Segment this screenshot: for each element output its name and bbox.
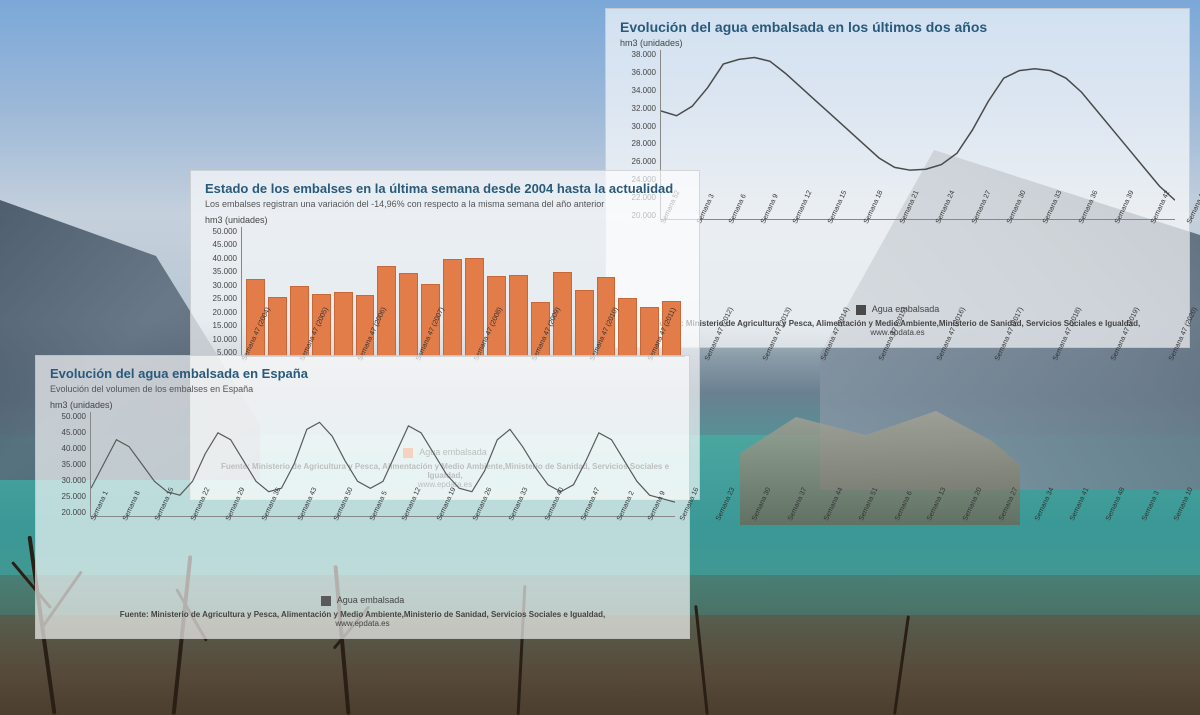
y-tick: 32.000: [632, 104, 656, 113]
y-tick: 36.000: [632, 68, 656, 77]
y-axis-ticks: 50.000 45.000 40.000 35.000 30.000 25.000 20.0…: [50, 412, 90, 517]
chart-subtitle: Evolución del volumen de los embalses en…: [50, 384, 675, 394]
chart-subtitle: Los embalses registran una variación del…: [205, 199, 685, 209]
x-axis-ticks: Semana 52Semana 3Semana 6Semana 9Semana …: [660, 222, 1175, 262]
y-tick: 34.000: [632, 86, 656, 95]
y-tick: 40.000: [213, 254, 237, 263]
y-tick: 50.000: [62, 412, 86, 421]
y-tick: 50.000: [213, 227, 237, 236]
legend: Agua embalsada: [50, 595, 675, 606]
y-axis-label: hm3 (unidades): [205, 215, 685, 225]
y-tick: 45.000: [62, 428, 86, 437]
y-tick: 20.000: [213, 308, 237, 317]
y-tick: 15.000: [213, 321, 237, 330]
y-tick: 30.000: [62, 476, 86, 485]
y-tick: 38.000: [632, 50, 656, 59]
y-tick: 35.000: [213, 267, 237, 276]
y-tick: 30.000: [213, 281, 237, 290]
legend-label: Agua embalsada: [337, 595, 405, 605]
y-axis-label: hm3 (unidades): [620, 38, 1175, 48]
legend-swatch: [321, 596, 331, 606]
y-tick: 25.000: [62, 492, 86, 501]
y-axis-label: hm3 (unidades): [50, 400, 675, 410]
y-tick: 35.000: [62, 460, 86, 469]
chart-title: Evolución del agua embalsada en España: [50, 366, 675, 381]
chart-title: Estado de los embalses en la última sema…: [205, 181, 685, 196]
x-axis-ticks: Semana 1Semana 8Semana 15Semana 22Semana…: [90, 519, 675, 559]
y-tick: 25.000: [213, 294, 237, 303]
y-tick: 10.000: [213, 335, 237, 344]
y-tick: 45.000: [213, 240, 237, 249]
y-axis-ticks: 50.000 45.000 40.000 35.000 30.000 25.000 20.0…: [205, 227, 241, 357]
y-tick: 30.000: [632, 122, 656, 131]
y-tick: 20.000: [62, 508, 86, 517]
y-tick: 28.000: [632, 139, 656, 148]
chart-spain-evolution: Evolución del agua embalsada en España E…: [35, 355, 690, 639]
chart-title: Evolución del agua embalsada en los últi…: [620, 19, 1175, 35]
y-tick: 26.000: [632, 157, 656, 166]
y-tick: 40.000: [62, 444, 86, 453]
source-text: Fuente: Ministerio de Agricultura y Pesc…: [50, 610, 675, 628]
